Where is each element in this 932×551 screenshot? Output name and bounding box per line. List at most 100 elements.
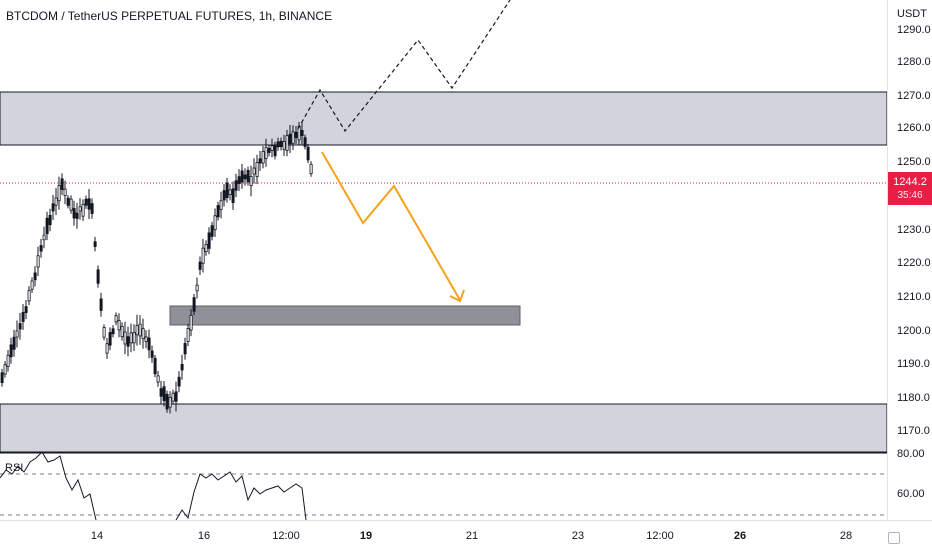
candle-body xyxy=(75,212,79,219)
candle-body xyxy=(9,344,13,358)
candle-body xyxy=(132,331,136,344)
candle-body xyxy=(213,215,217,231)
candle-body xyxy=(303,137,307,147)
price-tick: 1180.0 xyxy=(897,392,930,404)
candle-body xyxy=(222,190,226,201)
candle-body xyxy=(90,203,94,214)
rsi-indicator-label[interactable]: RSI xyxy=(5,462,24,474)
candle-body xyxy=(6,354,10,367)
time-tick: 16 xyxy=(197,530,211,542)
candle-body xyxy=(258,158,262,164)
candle-body xyxy=(105,343,109,354)
candle-body xyxy=(81,203,85,217)
candle-body xyxy=(93,241,97,247)
time-tick: 19 xyxy=(359,530,373,542)
candle-body xyxy=(204,243,208,253)
candle-body xyxy=(156,375,160,383)
price-tick: 1220.0 xyxy=(897,257,931,269)
candle-body xyxy=(228,189,232,195)
last-price-value: 1244.2 xyxy=(893,176,927,188)
candle-body xyxy=(87,198,91,210)
bearish-arrow[interactable] xyxy=(321,151,461,301)
candle-body xyxy=(54,197,58,206)
candle-body xyxy=(219,200,223,210)
candle-body xyxy=(78,206,82,212)
price-tick: 1270.0 xyxy=(897,90,931,102)
candle-body xyxy=(300,130,304,137)
candle-body xyxy=(180,364,184,371)
time-tick: 12:00 xyxy=(646,530,674,542)
time-axis[interactable] xyxy=(0,520,932,551)
last-price-badge: 1244.2 35:46 xyxy=(888,172,932,205)
candle-body xyxy=(198,261,202,270)
time-tick: 23 xyxy=(571,530,585,542)
bearish-arrowhead xyxy=(449,289,465,303)
candle-body xyxy=(117,320,121,331)
candle-body xyxy=(276,141,280,148)
candle-body xyxy=(141,328,145,340)
candle-body xyxy=(30,280,34,290)
time-tick: 28 xyxy=(839,530,853,542)
candle-body xyxy=(282,141,286,150)
candle-body xyxy=(126,336,130,347)
candle-body xyxy=(72,208,76,219)
projection-path[interactable] xyxy=(297,0,511,133)
support-zone[interactable] xyxy=(0,403,888,453)
candle-body xyxy=(24,306,28,314)
candle-body xyxy=(21,312,25,322)
candle-body xyxy=(285,135,289,151)
candle-body xyxy=(195,284,199,292)
candle-body xyxy=(135,325,139,336)
candle-body xyxy=(306,146,310,161)
candle-body xyxy=(288,133,292,145)
candle-body xyxy=(264,146,268,159)
candle-body xyxy=(234,180,238,191)
candle-body xyxy=(123,331,127,345)
candle-body xyxy=(210,225,214,237)
candle-body xyxy=(12,336,16,350)
price-axis[interactable] xyxy=(887,0,932,520)
candle-body xyxy=(36,255,40,268)
candle-body xyxy=(267,147,271,153)
candle-body xyxy=(27,289,31,302)
candle-body xyxy=(51,203,55,212)
candle-body xyxy=(240,170,244,183)
candle-body xyxy=(177,376,181,387)
price-tick: 1280.0 xyxy=(897,56,931,68)
candle-body xyxy=(225,182,229,199)
candle-body xyxy=(60,178,64,190)
candle-body xyxy=(216,205,220,218)
candle-body xyxy=(120,325,124,338)
candle-body xyxy=(102,327,106,338)
price-tick: 1200.0 xyxy=(897,325,931,337)
candlestick-series xyxy=(0,121,313,414)
candle-body xyxy=(147,337,151,351)
price-unit: USDT xyxy=(897,8,927,20)
candle-body xyxy=(246,169,250,183)
rsi-line xyxy=(0,451,97,521)
price-tick: 1210.0 xyxy=(897,291,931,303)
candle-body xyxy=(15,330,19,338)
resistance-zone[interactable] xyxy=(0,91,888,146)
candle-body xyxy=(273,145,277,157)
candle-body xyxy=(99,298,103,311)
candle-body xyxy=(108,332,112,346)
candle-body xyxy=(138,323,142,337)
candle-body xyxy=(207,232,211,249)
candle-body xyxy=(69,198,73,211)
candle-body xyxy=(129,332,133,344)
candle-body xyxy=(174,391,178,402)
target-zone[interactable] xyxy=(169,305,521,326)
candle-body xyxy=(168,396,172,408)
chart-title: BTCDOM / TetherUS PERPETUAL FUTURES, 1h,… xyxy=(6,9,333,23)
candle-body xyxy=(153,357,157,375)
candle-body xyxy=(309,163,313,175)
candle-body xyxy=(294,131,298,139)
axis-settings-icon[interactable] xyxy=(888,532,900,544)
time-tick: 12:00 xyxy=(272,530,300,542)
candle-body xyxy=(261,151,265,164)
rsi-line-2 xyxy=(175,471,307,521)
price-tick: 1230.0 xyxy=(897,224,931,236)
candle-body xyxy=(3,364,7,375)
